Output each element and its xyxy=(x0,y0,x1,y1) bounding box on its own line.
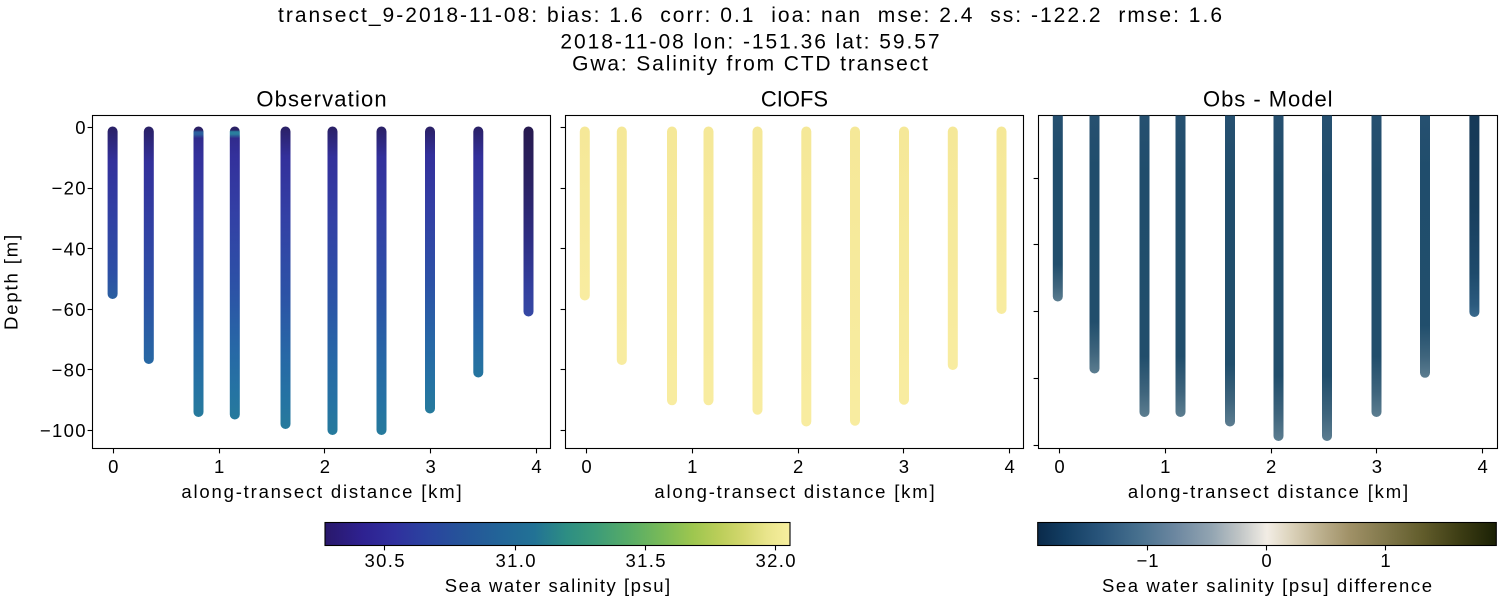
svg-text:32.0: 32.0 xyxy=(755,550,796,571)
svg-text:2: 2 xyxy=(1266,456,1276,477)
svg-text:30.5: 30.5 xyxy=(364,550,405,571)
svg-text:1: 1 xyxy=(214,456,224,477)
svg-text:−60: −60 xyxy=(52,299,87,320)
svg-text:0: 0 xyxy=(1054,456,1064,477)
svg-text:0: 0 xyxy=(75,117,87,138)
svg-text:3: 3 xyxy=(1372,456,1382,477)
svg-text:0: 0 xyxy=(581,456,591,477)
svg-text:31.0: 31.0 xyxy=(495,550,536,571)
svg-text:−100: −100 xyxy=(40,420,87,441)
svg-text:0: 0 xyxy=(108,456,118,477)
svg-text:1: 1 xyxy=(687,456,697,477)
svg-text:−20: −20 xyxy=(52,178,87,199)
svg-text:along-transect distance [km]: along-transect distance [km] xyxy=(1128,481,1410,502)
svg-text:2018-11-08 lon: -151.36 lat: 5: 2018-11-08 lon: -151.36 lat: 59.57 xyxy=(560,31,941,54)
svg-text:Observation: Observation xyxy=(256,87,388,112)
svg-text:1: 1 xyxy=(1380,550,1391,571)
svg-text:along-transect distance [km]: along-transect distance [km] xyxy=(181,481,463,502)
svg-text:3: 3 xyxy=(426,456,436,477)
svg-text:Depth [m]: Depth [m] xyxy=(1,233,22,330)
svg-text:−1: −1 xyxy=(1136,550,1159,571)
svg-text:3: 3 xyxy=(899,456,909,477)
svg-text:−40: −40 xyxy=(52,238,87,259)
svg-text:4: 4 xyxy=(1005,456,1015,477)
svg-text:along-transect distance [km]: along-transect distance [km] xyxy=(654,481,936,502)
svg-text:Sea water salinity [psu]: Sea water salinity [psu] xyxy=(445,575,672,596)
svg-text:transect_9-2018-11-08: bias: 1: transect_9-2018-11-08: bias: 1.6 corr: 0… xyxy=(278,4,1224,27)
svg-text:Obs - Model: Obs - Model xyxy=(1203,87,1334,112)
svg-text:4: 4 xyxy=(531,456,541,477)
svg-text:31.5: 31.5 xyxy=(625,550,666,571)
svg-text:CIOFS: CIOFS xyxy=(761,87,828,112)
svg-text:0: 0 xyxy=(1261,550,1272,571)
svg-text:−80: −80 xyxy=(52,360,87,381)
svg-text:Gwa: Salinity from CTD transec: Gwa: Salinity from CTD transect xyxy=(572,52,930,75)
svg-text:Sea water salinity [psu] diffe: Sea water salinity [psu] difference xyxy=(1102,575,1434,596)
svg-text:4: 4 xyxy=(1478,456,1488,477)
svg-text:1: 1 xyxy=(1160,456,1170,477)
svg-text:2: 2 xyxy=(793,456,803,477)
svg-text:2: 2 xyxy=(320,456,330,477)
